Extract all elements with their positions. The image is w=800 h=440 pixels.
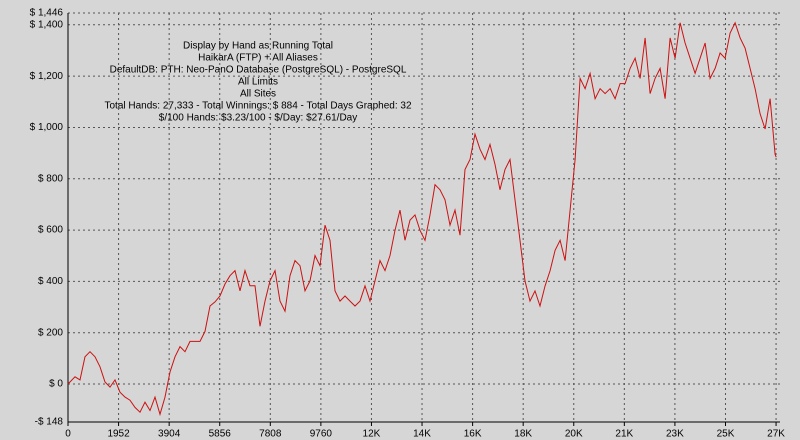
y-tick-label: $ 1,000 (30, 122, 64, 133)
y-tick-label: $ 1,200 (30, 71, 64, 82)
x-tick-label: 9760 (310, 429, 333, 440)
annotation: HaikarA (FTP) + All Aliases (198, 53, 318, 64)
y-tick-label: $ 800 (38, 173, 63, 184)
annotation: Total Hands: 27,333 - Total Winnings: $ … (104, 101, 411, 112)
annotation: Display by Hand as Running Total (183, 41, 333, 52)
x-tick-label: 1952 (107, 429, 130, 440)
x-tick-label: 16K (464, 429, 482, 440)
line-series (67, 21, 777, 417)
x-tick-label: 0 (65, 429, 71, 440)
annotation: DefaultDB: PTH: Neo-PanO Database (Postg… (110, 65, 407, 76)
y-tick-label: $ 600 (38, 225, 63, 236)
x-tick-label: 7808 (259, 429, 282, 440)
x-tick-label: 14K (413, 429, 431, 440)
y-tick-label: $ 1,446 (30, 8, 64, 19)
y-tick-label: $ 0 (49, 379, 63, 390)
x-tick-label: 23K (666, 429, 684, 440)
annotation: All Limits (238, 77, 278, 88)
x-tick-label: 3904 (158, 429, 181, 440)
y-tick-label: $ 200 (38, 327, 63, 338)
x-tick-label: 20K (565, 429, 583, 440)
annotation: All Sites (240, 89, 276, 100)
x-tick-label: 27K (767, 429, 785, 440)
y-tick-label: $ 400 (38, 276, 63, 287)
annotation: $/100 Hands: $3.23/100 - $/Day: $27.61/D… (159, 113, 357, 124)
x-tick-label: 12K (363, 429, 381, 440)
x-tick-label: 18K (514, 429, 532, 440)
x-tick-label: 5856 (209, 429, 232, 440)
y-tick-label: -$ 148 (35, 417, 64, 428)
y-tick-label: $ 1,400 (30, 19, 64, 30)
x-tick-label: 21K (615, 429, 633, 440)
x-tick-label: 25K (717, 429, 735, 440)
